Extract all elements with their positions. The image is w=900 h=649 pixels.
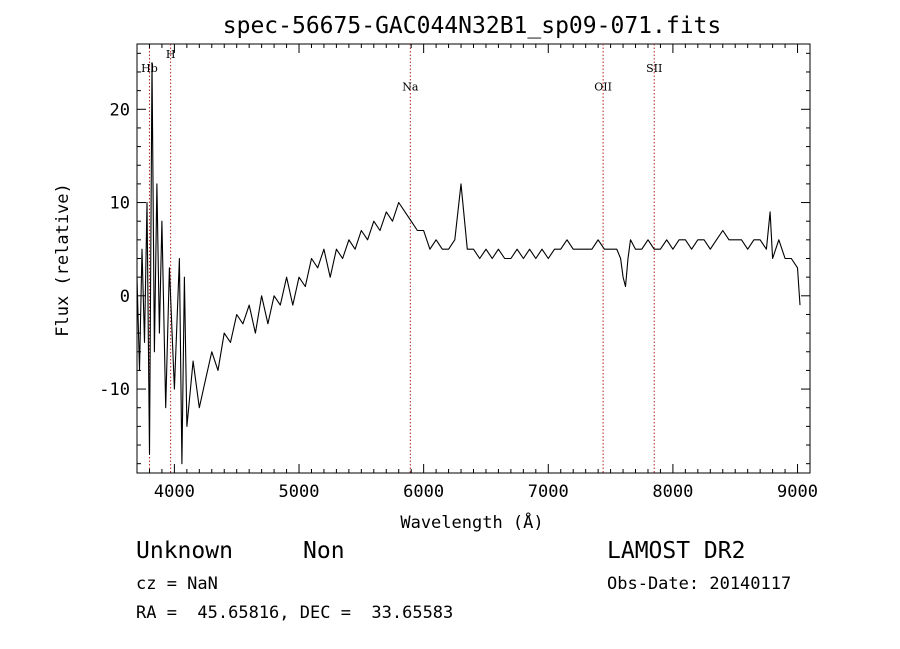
- marker-label-na: Na: [402, 81, 419, 94]
- y-axis-label: Flux (relative): [53, 183, 73, 337]
- x-axis-label: Wavelength (Å): [400, 511, 543, 533]
- marker-label-oii: OII: [594, 81, 612, 94]
- y-tick-label: 0: [120, 287, 130, 307]
- tick-labels: 4000 5000 6000 7000 8000 9000 -10 0 10 20: [99, 100, 818, 502]
- obs-date: Obs-Date: 20140117: [607, 574, 792, 594]
- coordinates: RA = 45.65816, DEC = 33.65583: [136, 603, 454, 623]
- x-tick-label: 8000: [652, 482, 693, 502]
- marker-label-hb: Hb: [141, 62, 158, 75]
- survey-label: LAMOST DR2: [607, 538, 746, 564]
- spectrum-line: [136, 62, 801, 465]
- x-tick-label: 6000: [403, 482, 444, 502]
- y-tick-label: 10: [110, 194, 130, 214]
- spectral-line-markers: Hb H Na OII SII: [141, 44, 662, 473]
- plot-frame: [136, 43, 811, 474]
- chart-title: spec-56675-GAC044N32B1_sp09-071.fits: [223, 13, 722, 39]
- marker-label-h: H: [166, 48, 176, 61]
- y-tick-label: 20: [110, 100, 130, 120]
- x-tick-label: 9000: [777, 482, 818, 502]
- x-tick-label: 5000: [279, 482, 320, 502]
- class-label: Unknown: [136, 538, 233, 564]
- x-tick-label: 7000: [528, 482, 569, 502]
- marker-label-sii: SII: [646, 62, 662, 75]
- x-tick-label: 4000: [154, 482, 195, 502]
- axis-ticks: [136, 44, 811, 473]
- spectrum-chart: spec-56675-GAC044N32B1_sp09-071.fits HbH…: [53, 13, 818, 533]
- y-tick-label: -10: [99, 380, 130, 400]
- subclass-label: Non: [303, 538, 345, 564]
- cz-value: cz = NaN: [136, 574, 218, 594]
